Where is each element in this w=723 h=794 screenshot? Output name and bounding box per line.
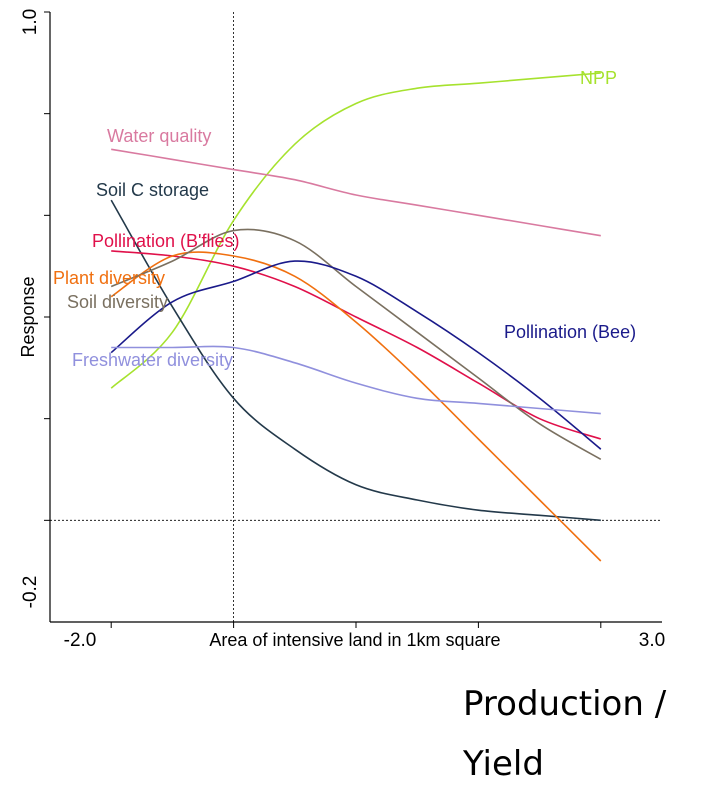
series-line-freshwater-diversity [111, 345, 601, 415]
series-label-soil-diversity: Soil diversity [67, 292, 168, 312]
line-chart: NPP Water quality Soil C storage Pollinatio… [18, 9, 665, 651]
series-label-pollination-b-flies: Pollination (B'flies) [92, 231, 240, 251]
axis-caption: Production / Yield [463, 684, 667, 784]
y-tick-label-max: 1.0 [20, 9, 41, 35]
series-line-plant-diversity [110, 251, 602, 562]
x-axis-title: Area of intensive land in 1km square [209, 630, 500, 650]
series-line-soil-c-storage [110, 199, 601, 522]
series-line-pollination-bee [110, 260, 602, 450]
series-layer [110, 72, 602, 562]
x-tick-label-min: -2.0 [64, 630, 97, 651]
series-label-plant-diversity: Plant diversity [53, 268, 165, 288]
series-line-pollination-b-flies [111, 250, 602, 440]
series-label-layer: NPP Water quality Soil C storage Pollinatio… [53, 68, 636, 370]
series-label-freshwater-diversity: Freshwater diversity [72, 350, 233, 370]
axis-layer: -2.0 3.0 -0.2 1.0 Area of intensive land in … [18, 9, 665, 651]
series-line-soil-diversity [110, 228, 602, 460]
y-tick-label-min: -0.2 [20, 576, 41, 609]
series-line-npp [110, 72, 601, 389]
x-tick-label-max: 3.0 [639, 630, 665, 651]
series-label-water-quality: Water quality [107, 126, 211, 146]
series-label-npp: NPP [580, 68, 617, 88]
y-axis-title: Response [18, 276, 38, 357]
series-label-soil-c-storage: Soil C storage [96, 180, 209, 200]
series-line-water-quality [111, 148, 601, 237]
series-label-pollination-bee: Pollination (Bee) [504, 322, 636, 342]
